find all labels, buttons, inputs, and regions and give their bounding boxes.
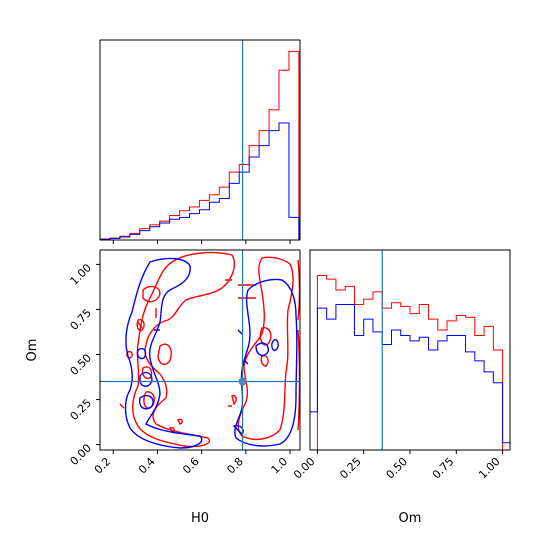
x-axis-label-Om: Om	[399, 511, 422, 526]
contour-red-right-inner-4	[231, 394, 237, 406]
contour-blue-inner-2	[138, 394, 154, 410]
x-tick-label: 0.6	[180, 455, 202, 477]
contour-blue-right-inner-2	[271, 339, 279, 351]
contour-red-right-inner-3	[260, 354, 269, 367]
contour-blue-right-inner-1	[255, 342, 270, 357]
contour-blue-left	[124, 257, 203, 449]
contour-red-inner-7	[177, 418, 183, 425]
x-tick-label: 0.4	[136, 455, 158, 477]
hist-H0-ticks	[112, 240, 291, 244]
hist-step-red	[310, 274, 510, 451]
hist-Om-panel: 0.00 0.25 0.50 0.75 1.00	[291, 249, 511, 482]
hist-H0-panel	[99, 39, 301, 244]
x-tick-label: 0.2	[92, 455, 114, 477]
hist-H0-frame	[99, 39, 301, 241]
hist-H0-series	[99, 50, 300, 240]
x-tick-label: 0.75	[430, 455, 457, 482]
hist-step-blue	[99, 122, 300, 240]
contour-frame	[99, 249, 301, 451]
contour-blue-right-inner-4	[237, 329, 249, 365]
contour-red-right-inner-6	[225, 279, 232, 407]
y-axis-label-Om: Om	[25, 339, 40, 362]
y-tick-label: 0.75	[68, 306, 95, 333]
contour-red-right-inner-2	[259, 327, 272, 346]
x-axis-label-H0: H0	[191, 511, 209, 526]
x-tick-label: 0.8	[224, 455, 246, 477]
contour-red-inner-2	[157, 343, 172, 366]
contour-blue-right	[234, 278, 298, 447]
y-tick-label: 0.50	[68, 351, 95, 378]
hist-Om-ticks: 0.00 0.25 0.50 0.75 1.00	[291, 450, 504, 482]
hist-step-blue	[309, 304, 511, 450]
x-tick-label: 1.00	[476, 455, 503, 482]
contour-truth-point	[238, 377, 247, 386]
contour-ticks: 0.2 0.4 0.6 0.8 1.0 0.00 0.25 0.50 0.75 1.00	[68, 261, 291, 476]
x-tick-label: 0.00	[291, 455, 318, 482]
hist-Om-frame	[309, 249, 511, 451]
x-tick-label: 1.0	[269, 455, 291, 477]
contour-red-inner-1	[142, 285, 161, 303]
contour-panel: 0.2 0.4 0.6 0.8 1.0 0.00 0.25 0.50 0.75 1.00	[68, 249, 301, 476]
y-tick-label: 0.00	[68, 442, 95, 469]
x-tick-label: 0.25	[337, 455, 364, 482]
contour-red-right-inner-5	[297, 259, 301, 431]
contour-red-stub	[119, 308, 157, 409]
y-tick-label: 0.25	[68, 396, 95, 423]
y-tick-label: 1.00	[68, 261, 95, 288]
contour-blue-inner-1	[139, 371, 153, 387]
contour-red-inner-5	[136, 318, 145, 332]
contour-red-series	[119, 251, 301, 448]
contour-blue-inner-3	[136, 348, 147, 360]
hist-Om-series	[309, 274, 511, 451]
x-tick-label: 0.50	[384, 455, 411, 482]
